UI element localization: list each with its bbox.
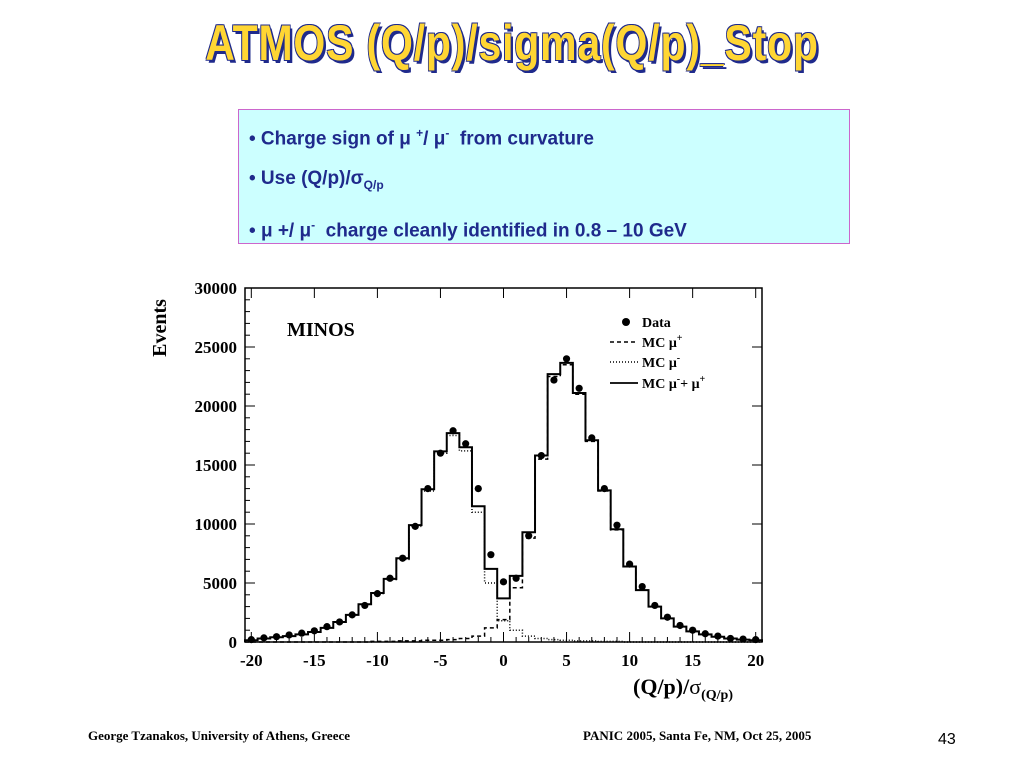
data-point <box>752 636 760 644</box>
data-point <box>310 627 318 635</box>
data-point <box>625 560 634 568</box>
data-point <box>613 521 621 529</box>
bullet-3-mu-2: μ <box>299 220 312 242</box>
data-point <box>676 621 684 630</box>
y-tick-label: 25000 <box>195 338 238 357</box>
series-mc-mu-minus <box>244 434 762 643</box>
x-tick-label: -5 <box>433 651 447 670</box>
bullet-1-slash: / <box>423 128 434 150</box>
series-mc-mu-plus <box>245 363 763 643</box>
data-point <box>600 485 608 493</box>
data-point <box>499 578 508 586</box>
bullet-3-rest: charge cleanly identified in 0.8 – 10 Ge… <box>315 220 687 242</box>
page-number: 43 <box>938 731 956 748</box>
x-tick-label: -15 <box>303 651 326 670</box>
bullet-1-sup-minus: - <box>445 126 450 140</box>
slide-title: ATMOS (Q/p)/sigma(Q/p)_Stop <box>205 15 819 71</box>
x-axis-label: (Q/p)/σ(Q/p) <box>633 674 733 703</box>
data-point <box>663 613 672 621</box>
x-axis-label-main: (Q/p)/ <box>633 674 690 699</box>
data-point <box>361 601 369 610</box>
data-point <box>348 611 356 619</box>
info-box: • Charge sign of μ +/ μ- from curvature … <box>238 109 850 244</box>
data-point <box>487 551 495 559</box>
data-point <box>386 574 394 582</box>
bullet-1-prefix: • Charge sign of <box>249 128 400 150</box>
data-point <box>638 582 646 591</box>
data-point <box>272 633 281 641</box>
legend-label-data: Data <box>642 316 671 331</box>
x-tick-label: 15 <box>684 651 701 670</box>
legend: Data MC μ+ MC μ- MC μ-+ μ+ <box>610 316 706 392</box>
bullet-charge-identified: • μ +/ μ- charge cleanly identified in 0… <box>249 210 839 256</box>
x-tick-label: 0 <box>499 651 508 670</box>
data-point <box>726 634 735 643</box>
data-point <box>562 355 571 363</box>
bullet-use-variable: • Use (Q/p)/σQ/p <box>249 164 839 210</box>
data-point <box>247 636 255 644</box>
footer-author: George Tzanakos, University of Athens, G… <box>88 728 351 743</box>
histogram-chart: -20 -15 -10 -5 0 5 10 15 20 0 5000 10000 15000 20000 2… <box>149 279 765 703</box>
data-point <box>512 574 520 582</box>
data-point <box>588 434 596 442</box>
data-point <box>399 554 407 562</box>
data-point <box>701 630 709 638</box>
plot-frame <box>244 287 763 643</box>
bullet-2-sigma: σ <box>350 168 364 189</box>
bullet-3-mu: μ <box>260 220 273 242</box>
bullet-3-sup-minus: - <box>311 218 316 232</box>
bullet-1-sup-plus: + <box>416 126 424 140</box>
data-point <box>335 618 344 626</box>
data-point <box>285 631 293 639</box>
data-point <box>373 590 382 598</box>
bullet-2-sub: Q/p <box>363 177 384 192</box>
data-point <box>424 485 432 493</box>
x-tick-label: 5 <box>562 651 571 670</box>
legend-label-mc-mu-minus: MC μ- <box>642 353 680 371</box>
bullet-3-mid: +/ <box>272 220 300 242</box>
x-tick-label: -10 <box>366 651 389 670</box>
legend-label-mc-mu-plus: MC μ+ <box>642 333 683 351</box>
bullet-charge-sign: • Charge sign of μ +/ μ- from curvature <box>249 118 839 164</box>
data-point <box>550 376 558 384</box>
bullet-2-prefix: • Use (Q/p)/ <box>249 168 351 189</box>
data-point <box>689 626 697 634</box>
series-mc-sum <box>244 361 763 642</box>
data-point <box>651 601 659 610</box>
data-point <box>298 629 306 637</box>
data-point <box>449 427 457 435</box>
bullet-1-mu: μ <box>399 128 411 150</box>
data-point <box>323 623 331 631</box>
y-tick-label: 15000 <box>195 456 238 475</box>
legend-data-marker <box>622 318 630 326</box>
y-tick-label: 0 <box>229 633 238 652</box>
x-tick-label: 10 <box>621 651 638 670</box>
data-point <box>474 485 482 493</box>
bullet-3-prefix: • <box>249 220 261 242</box>
plot-label: MINOS <box>287 319 355 341</box>
data-point <box>411 522 419 530</box>
data-point <box>525 532 533 540</box>
data-point <box>462 440 470 448</box>
bullet-1-rest: from curvature <box>449 128 594 150</box>
bullet-1-mu-2: μ <box>433 128 446 150</box>
data-point <box>537 451 545 460</box>
x-tick-label: 20 <box>747 651 764 670</box>
y-tick-label: 10000 <box>195 515 238 534</box>
legend-label-mc-sum: MC μ-+ μ+ <box>642 374 706 392</box>
data-point <box>739 635 747 643</box>
data-point <box>260 634 268 642</box>
x-axis-label-sub: (Q/p) <box>701 688 733 703</box>
x-axis-label-sigma: σ <box>689 674 701 699</box>
y-axis-label: Events <box>149 299 171 357</box>
data-point <box>436 449 445 457</box>
y-tick-label: 30000 <box>195 279 238 298</box>
data-point <box>575 384 583 392</box>
marks-group: -20 -15 -10 -5 0 5 10 15 20 0 5000 10000 15000 20000 2… <box>195 279 765 670</box>
x-tick-label: -20 <box>240 651 263 670</box>
data-point <box>714 632 722 640</box>
y-tick-label: 20000 <box>195 397 238 416</box>
footer-conference: PANIC 2005, Santa Fe, NM, Oct 25, 2005 <box>583 728 812 743</box>
y-tick-label: 5000 <box>203 574 237 593</box>
